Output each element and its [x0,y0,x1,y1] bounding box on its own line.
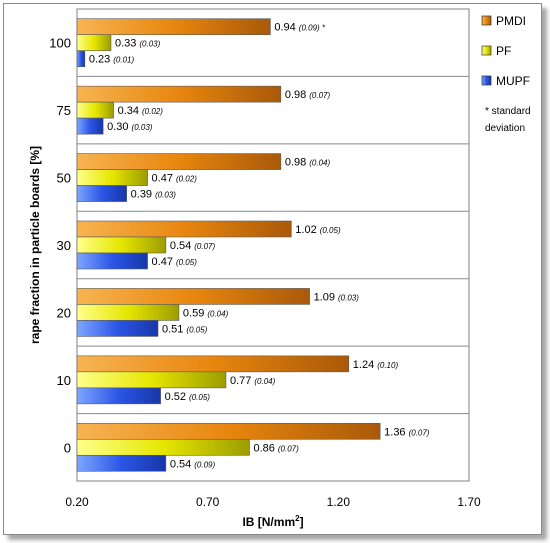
legend-note: * standard [485,106,531,117]
legend-swatch-pmdi [481,15,492,26]
legend-label-mupf: MUPF [496,74,530,88]
data-label: 0.86 (0.07) [253,442,299,454]
data-label: 0.52 (0.05) [165,391,211,403]
bar-pmdi-10 [76,355,350,373]
x-tick-label: 1.20 [327,495,351,509]
x-tick-label: 0.20 [65,495,89,509]
x-tick-label: 1.70 [457,495,481,509]
data-label: 1.24 (0.10) [353,359,399,371]
bar-mupf-30 [76,252,148,270]
y-tick-label: 75 [57,103,71,118]
data-label: 0.77 (0.04) [230,375,276,387]
data-label: 0.47 (0.05) [152,256,198,268]
bar-mupf-10 [76,387,161,405]
data-label: 1.02 (0.05) [295,224,341,236]
data-label: 0.54 (0.07) [170,240,216,252]
legend-label-pmdi: PMDI [496,14,526,28]
data-label: 0.23 (0.01) [89,54,135,66]
data-label: 0.94 (0.09) * [274,22,326,34]
x-tick-label: 0.70 [196,495,220,509]
legend-note: deviation [485,123,525,134]
bar-pf-20 [76,304,180,321]
bar-pf-0 [76,438,250,456]
y-tick-label: 100 [49,36,71,51]
data-label: 1.36 (0.07) [384,426,430,438]
data-label: 0.30 (0.03) [107,121,153,133]
data-label: 0.54 (0.09) [170,458,216,470]
bar-pf-10 [76,371,227,389]
chart-frame: 1.36 (0.07) 0.86 (0.07) 0.54 (0.09) 1.24 (0.10)… [3,3,542,535]
data-label: 0.39 (0.03) [131,189,177,201]
data-label: 0.98 (0.04) [285,157,331,169]
bar-mupf-0 [76,454,167,472]
bar-pf-75 [76,101,114,119]
bar-pf-30 [76,236,167,254]
data-label: 0.33 (0.03) [115,38,161,50]
legend-swatch-mupf [481,75,492,86]
bar-pmdi-30 [76,220,292,238]
bar-mupf-100 [76,50,86,68]
x-axis-title: IB [N/mm2] [242,514,303,529]
y-axis-title: rape fraction in particle boards [%] [28,146,42,344]
data-label: 0.98 (0.07) [285,89,331,101]
ib-bar-chart: 1.36 (0.07) 0.86 (0.07) 0.54 (0.09) 1.24 (0.10)… [28,8,531,529]
y-tick-label: 20 [57,305,71,320]
legend-swatch-pf [481,45,492,56]
data-label: 0.47 (0.02) [152,173,198,185]
bar-mupf-75 [76,117,104,135]
y-tick-label: 30 [57,238,71,253]
bar-pmdi-20 [76,288,310,305]
bar-mupf-50 [76,185,127,202]
bar-pmdi-50 [76,153,282,170]
data-label: 1.09 (0.03) [314,291,360,303]
bar-pmdi-100 [76,18,271,36]
bar-pf-50 [76,169,148,186]
bar-mupf-20 [76,320,159,337]
bar-pmdi-75 [76,85,282,103]
y-tick-label: 10 [57,373,71,388]
y-tick-label: 0 [64,440,71,455]
data-label: 0.34 (0.02) [118,105,164,117]
y-tick-label: 50 [57,171,71,186]
legend-label-pf: PF [496,44,511,58]
data-label: 0.59 (0.04) [183,307,229,319]
data-label: 0.51 (0.05) [162,323,208,335]
bar-pmdi-0 [76,422,381,440]
bar-pf-100 [76,34,112,52]
